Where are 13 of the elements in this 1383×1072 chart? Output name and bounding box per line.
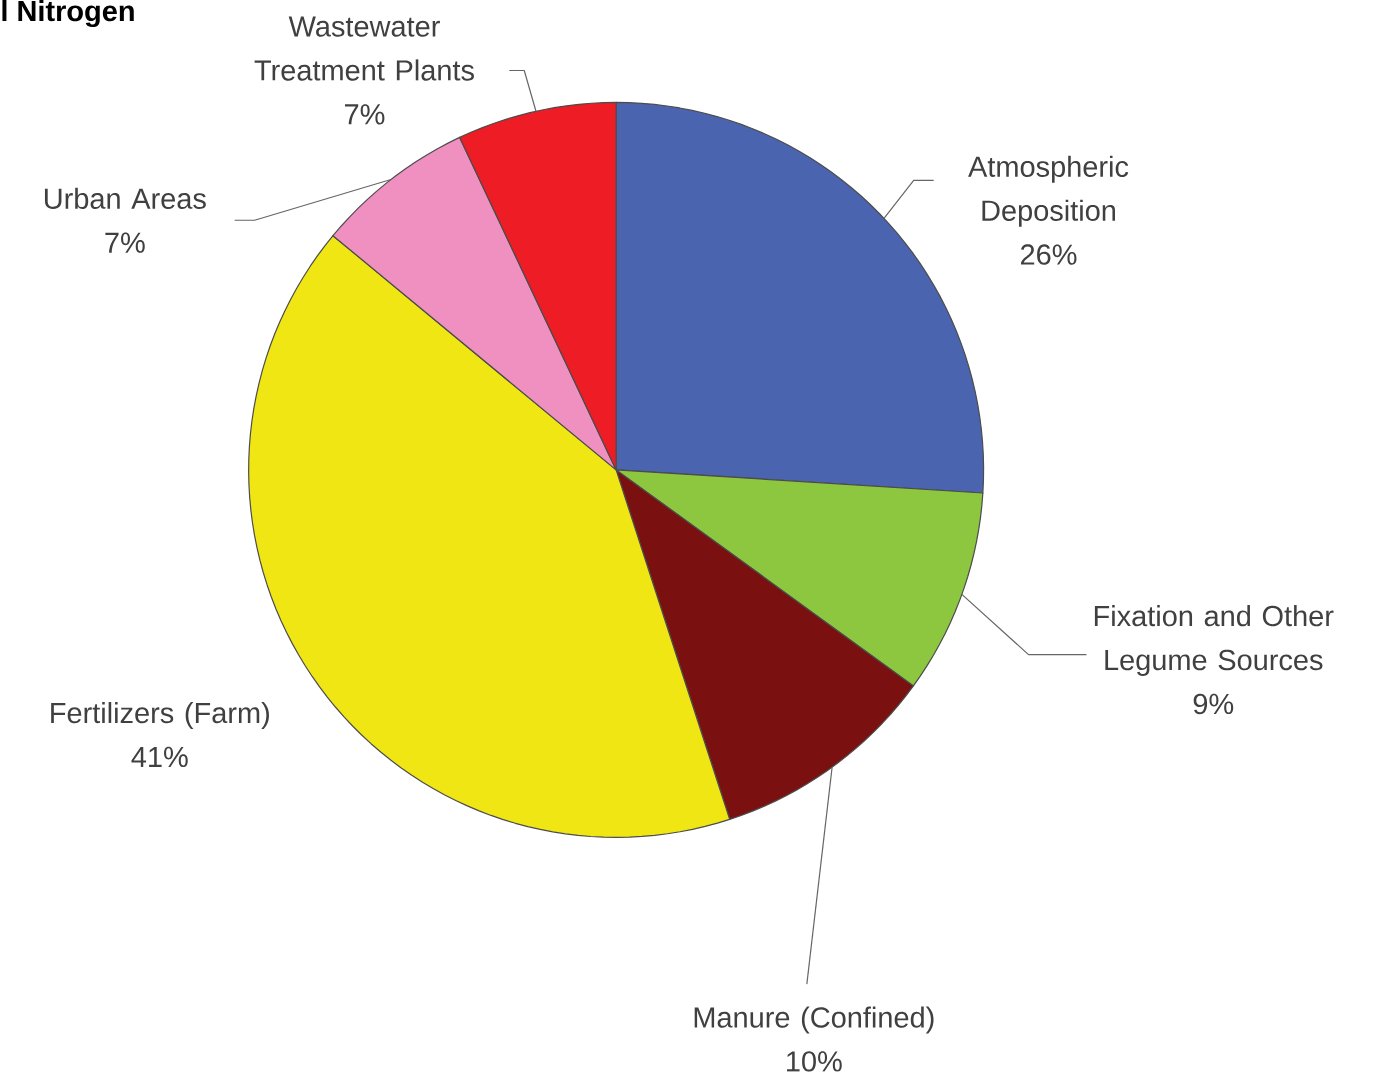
slice-label: Manure (Confined) (694, 1006, 934, 1034)
slice-label: Urban Areas (44, 187, 206, 210)
slice-label: Fixation and Other Legume Sources (1094, 605, 1334, 677)
chart-title: l Nitrogen (2, 0, 134, 28)
data-label: 9% (1193, 693, 1234, 715)
slice-label: Atmospheric Deposition (968, 155, 1129, 227)
data-label: 7% (345, 104, 385, 125)
data-label: 26% (1020, 244, 1077, 265)
slice-label: Fertilizers (Farm) (51, 702, 269, 730)
slice-label: Wastewater Treatment Plants (254, 16, 474, 81)
data-label: 41% (131, 746, 188, 768)
data-label: 10% (787, 1051, 842, 1072)
data-label: 7% (105, 232, 145, 253)
